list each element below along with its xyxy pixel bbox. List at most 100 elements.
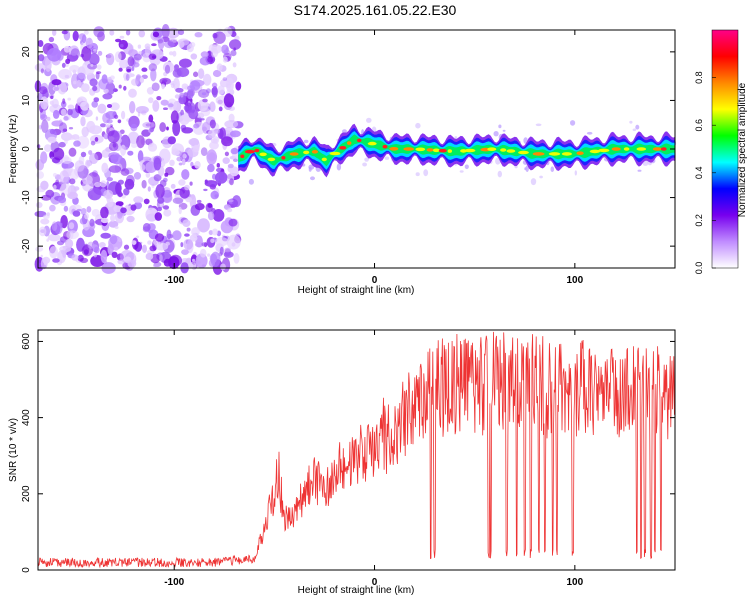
noise-blob [42, 256, 51, 264]
ridge-speckle [539, 175, 543, 179]
noise-blob [219, 127, 226, 141]
noise-blob [127, 56, 135, 67]
noise-blob [163, 189, 172, 198]
noise-blob [211, 228, 219, 236]
noise-blob [227, 199, 234, 203]
noise-blob [222, 56, 228, 63]
ridge-speckle [310, 176, 315, 181]
colorbar-gradient [711, 29, 739, 269]
noise-blob [58, 141, 66, 148]
noise-blob [51, 221, 58, 232]
noise-blob [189, 181, 193, 186]
noise-blob [175, 87, 184, 93]
noise-blob [40, 180, 49, 190]
ridge-speckle [497, 170, 502, 178]
noise-blob [59, 170, 70, 184]
y-tick-label: 400 [21, 409, 32, 426]
ridge-speckle [364, 157, 369, 162]
x-tick-label: -100 [164, 577, 184, 588]
noise-blob [53, 184, 57, 190]
noise-blob [94, 246, 100, 254]
noise-blob [174, 64, 179, 70]
ridge-speckle [495, 157, 501, 165]
noise-blob [166, 229, 172, 240]
noise-blob [119, 35, 125, 39]
noise-blob [110, 214, 116, 222]
noise-blob [106, 119, 113, 124]
ridge-hotspot [447, 149, 452, 153]
noise-blob [204, 179, 208, 184]
noise-blob [167, 136, 176, 145]
noise-blob [59, 122, 67, 133]
noise-blob [230, 50, 237, 57]
noise-blob [47, 47, 62, 62]
noise-blob [163, 107, 168, 110]
noise-blob [180, 242, 184, 248]
noise-blob [140, 164, 146, 171]
colorbar: 0.0 0.2 0.4 0.6 0.8 Normalized spectral ampl… [694, 29, 748, 274]
noise-blob [49, 246, 58, 259]
ridge-hotspot [432, 148, 440, 153]
colorbar-ticks: 0.0 0.2 0.4 0.6 0.8 [694, 71, 716, 274]
ridge-hotspot [548, 152, 561, 156]
noise-blob [142, 244, 147, 253]
noise-blob [50, 95, 54, 100]
noise-blob [143, 198, 150, 205]
noise-blob [101, 162, 109, 174]
noise-blob [148, 53, 157, 60]
noise-blob [197, 218, 210, 233]
colorbar-label: Normalized spectral amplitude [737, 82, 748, 217]
noise-blob [148, 114, 154, 123]
noise-blob [192, 144, 200, 153]
x-tick-label: -100 [164, 275, 184, 286]
noise-blob [94, 182, 102, 188]
noise-blob [137, 150, 144, 163]
noise-blob [222, 77, 227, 81]
noise-blob [209, 184, 216, 190]
noise-blob [184, 233, 190, 237]
noise-blob [186, 227, 191, 232]
noise-blob [164, 64, 171, 74]
ridge-hotspot [623, 147, 630, 151]
noise-blob [169, 159, 175, 166]
ridge-hotspot [598, 148, 610, 153]
noise-blob [142, 223, 151, 232]
noise-blob [57, 81, 68, 95]
ridge-hotspot [267, 157, 276, 162]
noise-blob [152, 31, 160, 38]
noise-blob [139, 77, 145, 83]
noise-blob [190, 161, 194, 167]
noise-blob [107, 130, 120, 144]
noise-blob [65, 58, 71, 64]
ridge-speckle [635, 124, 640, 130]
y-tick-label: 0 [21, 567, 32, 573]
noise-blob [72, 30, 79, 42]
ridge-hotspot [259, 152, 267, 157]
y-tick-label: -10 [21, 190, 32, 205]
noise-blob [100, 206, 109, 219]
x-tick-label: 100 [566, 577, 583, 588]
ridge-hotspot [576, 151, 584, 155]
noise-blob [215, 237, 229, 247]
noise-blob [73, 80, 77, 85]
noise-blob [92, 85, 98, 92]
noise-blob [147, 186, 151, 192]
spectrogram-x-ticks: -100 0 100 [164, 30, 584, 286]
noise-blob [178, 94, 187, 105]
noise-blob [176, 67, 190, 78]
noise-blob [62, 245, 69, 250]
noise-blob [165, 166, 175, 176]
x-tick-label: 100 [566, 275, 583, 286]
noise-blob [62, 250, 67, 258]
ridge-speckle [248, 178, 254, 185]
noise-blob [68, 147, 77, 157]
noise-blob [114, 114, 119, 120]
noise-blob [97, 103, 107, 114]
noise-blob [130, 123, 138, 132]
noise-blob [153, 155, 162, 165]
ridge-speckle [550, 166, 555, 172]
ridge-hotspot [339, 146, 347, 150]
noise-blob [211, 44, 222, 54]
noise-blob [181, 127, 193, 134]
noise-blob [73, 140, 81, 147]
